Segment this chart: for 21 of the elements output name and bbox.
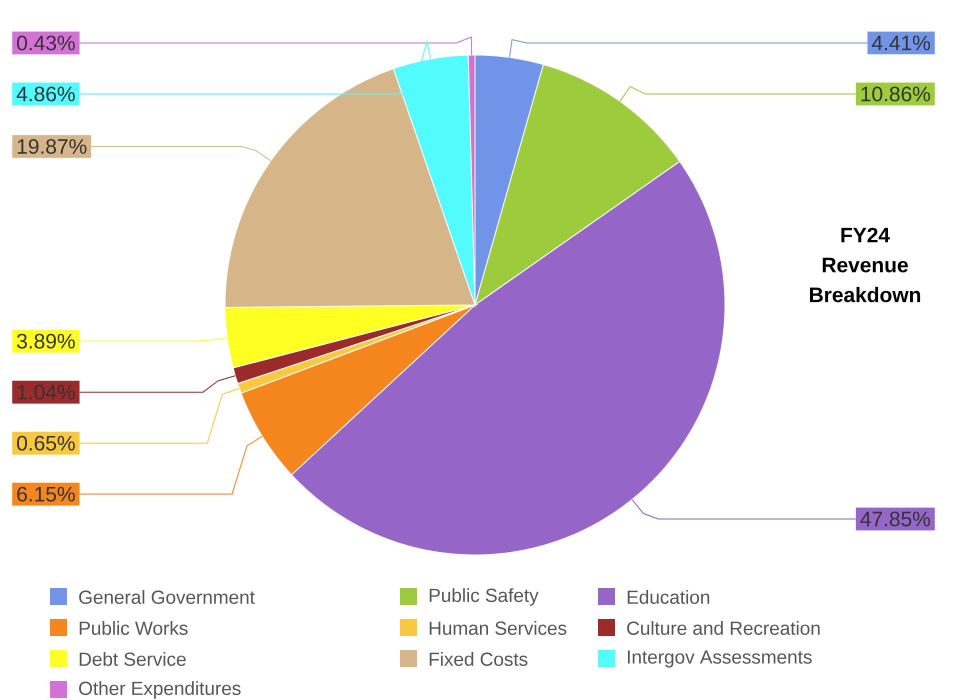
legend-label: Public Safety: [430, 588, 539, 606]
legend-label: Education: [628, 590, 710, 604]
legend-label: Human Services: [430, 621, 566, 635]
data-label: 4.86%: [16, 86, 75, 102]
legend-label: Fixed Costs: [430, 652, 528, 666]
data-label: 47.85%: [860, 512, 930, 526]
data-label: 10.86%: [861, 86, 930, 102]
legend-label: Public Works: [80, 621, 188, 635]
data-label: 19.87%: [18, 139, 86, 154]
data-label: 3.89%: [17, 334, 75, 349]
data-label: 4.41%: [872, 36, 930, 50]
legend-label: Intergov Assessments: [628, 650, 812, 668]
data-label: 0.65%: [17, 436, 75, 451]
data-label: 6.15%: [17, 486, 75, 502]
legend-label: Debt Service: [80, 652, 186, 666]
data-label: 0.43%: [17, 36, 75, 50]
text: FY24 Revenue Breakdown: [810, 228, 920, 302]
legend-label: Other Expenditures: [79, 681, 241, 699]
legend-label: General Government: [79, 590, 255, 604]
data-label: 1.04%: [18, 384, 75, 400]
legend-label: Culture and Recreation: [627, 621, 820, 635]
